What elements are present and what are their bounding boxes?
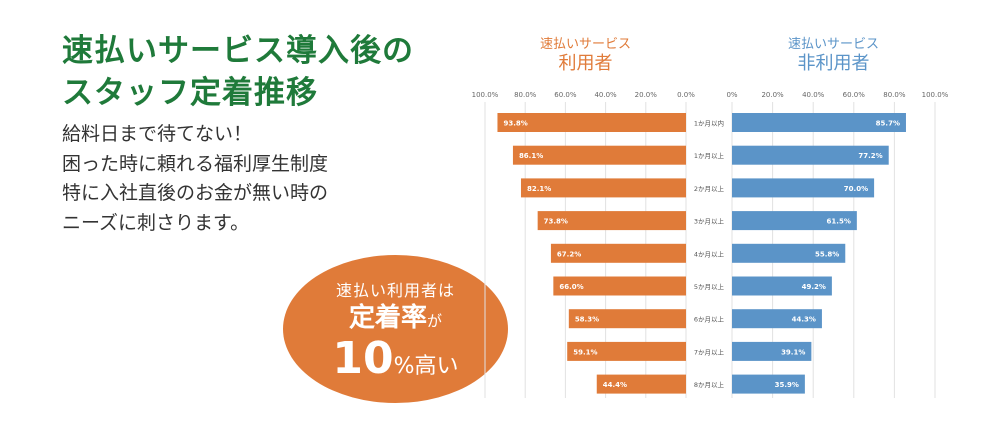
non-users-bar-label: 55.8% bbox=[815, 250, 839, 258]
badge-line-2-suffix: が bbox=[427, 312, 443, 330]
badge-line-2-main: 定着率 bbox=[348, 303, 427, 333]
users-bar bbox=[497, 113, 686, 132]
non-users-bar bbox=[732, 309, 822, 329]
non-users-bar-label: 85.7% bbox=[876, 120, 900, 128]
users-bar-label: 59.1% bbox=[573, 348, 597, 356]
users-series-name-line-2: 利用者 bbox=[559, 53, 613, 74]
users-bar-label: 58.3% bbox=[575, 316, 599, 324]
non-users-bar bbox=[732, 178, 875, 198]
users-bar-label: 82.1% bbox=[527, 185, 551, 193]
description: 給料日まで待てない！ 困った時に頼れる福利厚生制度 特に入社直後のお金が無い時の… bbox=[62, 120, 328, 238]
users-bar bbox=[537, 211, 686, 231]
non-users-bar-label: 61.5% bbox=[827, 218, 851, 226]
users-bar-label: 67.2% bbox=[557, 250, 581, 258]
category-label: 4か月以上 bbox=[694, 249, 725, 258]
category-label: 2か月以上 bbox=[694, 184, 725, 193]
right-tick-label: 20.0% bbox=[761, 91, 784, 99]
badge-line-3: 10%高い bbox=[283, 333, 508, 384]
non-users-series-name-line-2: 非利用者 bbox=[798, 53, 870, 74]
description-line-3: 特に入社直後のお金が無い時の bbox=[62, 182, 329, 204]
category-label: 6か月以上 bbox=[694, 315, 725, 324]
non-users-bar bbox=[732, 243, 846, 263]
category-label: 7か月以上 bbox=[694, 347, 725, 356]
category-label: 8か月以上 bbox=[694, 380, 725, 389]
description-line-1: 給料日まで待てない！ bbox=[62, 123, 253, 145]
users-bar-label: 86.1% bbox=[519, 152, 543, 160]
non-users-bar-label: 44.3% bbox=[792, 316, 816, 324]
non-users-bar bbox=[732, 211, 857, 231]
non-users-bar-label: 77.2% bbox=[858, 152, 882, 160]
category-label: 5か月以上 bbox=[694, 282, 725, 291]
right-tick-label: 60.0% bbox=[843, 91, 866, 99]
users-bar bbox=[520, 178, 686, 198]
non-users-bar bbox=[732, 341, 812, 361]
headline: 速払いサービス導入後の スタッフ定着推移 bbox=[62, 30, 414, 114]
users-bar-label: 93.8% bbox=[503, 120, 527, 128]
non-users-bar-label: 49.2% bbox=[802, 283, 826, 291]
category-label: 3か月以上 bbox=[694, 217, 725, 226]
users-bar-label: 66.0% bbox=[559, 283, 583, 291]
users-bar bbox=[596, 374, 686, 394]
users-bar-label: 73.8% bbox=[544, 218, 568, 226]
right-tick-label: 0% bbox=[726, 91, 737, 99]
right-tick-label: 100.0% bbox=[922, 91, 949, 99]
right-tick-label: 80.0% bbox=[883, 91, 906, 99]
users-bar-label: 44.4% bbox=[603, 381, 627, 389]
non-users-bar bbox=[732, 374, 805, 394]
non-users-series-name-line-1: 速払いサービス bbox=[788, 37, 879, 52]
users-bar bbox=[568, 309, 686, 329]
users-bar bbox=[550, 243, 686, 263]
non-users-bar-label: 39.1% bbox=[781, 348, 805, 356]
left-tick-label: 100.0% bbox=[472, 91, 499, 99]
non-users-bar bbox=[732, 145, 889, 165]
headline-line-1: 速払いサービス導入後の bbox=[62, 33, 414, 69]
left-tick-label: 20.0% bbox=[635, 91, 658, 99]
left-tick-label: 80.0% bbox=[514, 91, 537, 99]
badge-line-1: 速払い利用者は bbox=[335, 281, 455, 300]
category-label: 1か月以内 bbox=[694, 119, 724, 128]
non-users-bar-label: 70.0% bbox=[844, 185, 868, 193]
users-bar bbox=[567, 341, 686, 361]
badge-unit: %高い bbox=[393, 354, 459, 379]
left-tick-label: 0.0% bbox=[677, 91, 695, 99]
non-users-bar bbox=[732, 276, 832, 296]
description-line-2: 困った時に頼れる福利厚生制度 bbox=[62, 152, 329, 175]
badge-number: 10 bbox=[332, 333, 394, 384]
left-tick-label: 60.0% bbox=[554, 91, 577, 99]
right-tick-label: 40.0% bbox=[802, 91, 825, 99]
retention-badge: 速払い利用者は 定着率が 10%高い bbox=[283, 255, 508, 403]
non-users-bar-label: 35.9% bbox=[775, 381, 799, 389]
headline-line-2: スタッフ定着推移 bbox=[62, 75, 318, 111]
category-label: 1か月以上 bbox=[694, 151, 725, 160]
users-bar bbox=[512, 145, 686, 165]
badge-line-2: 定着率が bbox=[283, 297, 508, 334]
users-series-name-line-1: 速払いサービス bbox=[540, 37, 631, 52]
left-tick-label: 40.0% bbox=[594, 91, 617, 99]
users-bar bbox=[553, 276, 686, 296]
description-line-4: ニーズに刺さります。 bbox=[62, 211, 250, 234]
non-users-bar bbox=[732, 113, 906, 132]
